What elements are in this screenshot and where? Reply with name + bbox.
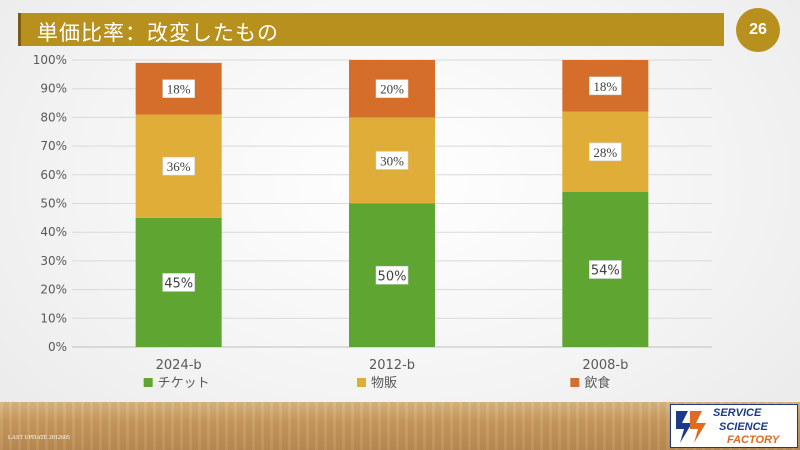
wooden-floor (0, 402, 800, 450)
data-label: 36% (167, 159, 191, 174)
y-tick-label: 40% (40, 225, 67, 239)
y-tick-label: 90% (40, 82, 67, 96)
data-label: 54% (591, 264, 620, 279)
x-tick-label: 2012-b (369, 358, 415, 373)
data-label: 20% (380, 82, 404, 97)
x-tick-label: 2024-b (156, 358, 202, 373)
data-label: 28% (593, 145, 617, 160)
title-bar: 単価比率：改変したもの (18, 13, 724, 46)
legend-swatch (143, 378, 153, 387)
legend-label: チケット (158, 376, 210, 391)
data-label-box (589, 76, 622, 96)
y-tick-label: 0% (48, 340, 67, 354)
logo-line-3: FACTORY (727, 434, 780, 446)
y-tick-label: 10% (40, 311, 67, 325)
y-tick-label: 60% (40, 168, 67, 182)
legend-label: 飲食 (584, 375, 610, 391)
data-label-box (375, 151, 409, 170)
stacked-bar-chart: 0% 10% 20% 30% 40% 50% 60% 70% 80% 90% 100% 45% 36%… (33, 53, 712, 391)
page-number-badge: 26 (736, 8, 780, 52)
y-tick-label: 50% (40, 197, 67, 211)
data-label-box (162, 273, 195, 292)
data-label: 45% (164, 276, 193, 291)
page-title: 単価比率：改変したもの (37, 21, 279, 45)
data-label-box (589, 142, 622, 162)
y-tick-label: 70% (40, 139, 67, 153)
data-label-box (375, 79, 409, 98)
legend-swatch (570, 378, 580, 387)
logo-line-2: SCIENCE (719, 421, 768, 433)
data-label: 18% (593, 79, 617, 94)
data-label: 30% (380, 153, 404, 168)
data-label-box (375, 265, 409, 285)
data-label: 18% (167, 82, 191, 97)
data-label-box (162, 79, 195, 98)
data-label-box (589, 260, 622, 279)
y-tick-label: 80% (40, 110, 67, 124)
y-tick-label: 30% (40, 254, 67, 268)
legend-label: 物販 (371, 376, 397, 391)
legend-swatch (357, 378, 366, 387)
x-tick-label: 2008-b (582, 358, 628, 373)
logo-mark-icon (676, 411, 706, 443)
service-science-factory-logo: SERVICE SCIENCE FACTORY (670, 404, 798, 448)
logo-line-1: SERVICE (713, 407, 762, 419)
y-tick-label: 20% (40, 283, 67, 297)
last-update-text: LAST UPDATE 2012605 (8, 435, 70, 441)
data-label-box (162, 156, 195, 176)
y-tick-label: 100% (33, 53, 67, 67)
data-label: 50% (378, 269, 407, 284)
